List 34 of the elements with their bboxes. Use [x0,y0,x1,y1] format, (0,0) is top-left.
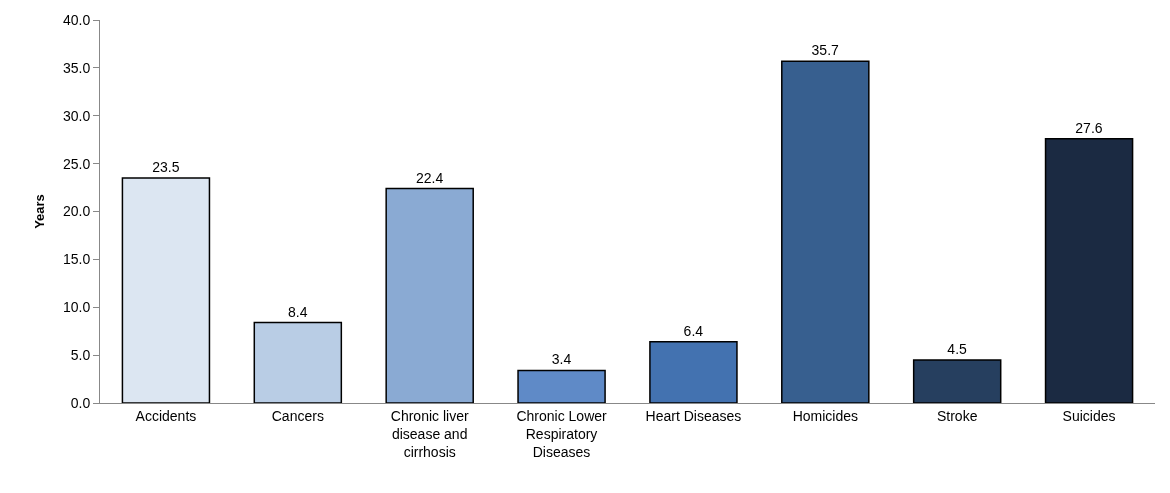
x-tick-label: Heart Diseases [645,407,742,424]
bar [517,369,606,403]
y-axis-title: Years [31,194,47,229]
y-tick-label: 15.0 [62,251,91,268]
x-tick-label: Accidents [135,407,197,424]
bar [121,177,211,403]
x-tick-label: Stroke [936,407,978,424]
bar [1044,137,1134,403]
data-label: 35.7 [811,42,840,59]
data-label: 6.4 [683,322,704,339]
x-tick-label: Chronic liver disease and cirrhosis [390,407,469,461]
y-tick-label: 30.0 [62,107,91,124]
y-tick-label: 40.0 [62,11,91,28]
x-tick-label: Suicides [1062,407,1116,424]
data-label: 23.5 [152,158,180,175]
data-label: 4.5 [947,340,968,357]
x-tick-label: Chronic Lower Respiratory Diseases [516,407,608,461]
y-tick-label: 35.0 [62,59,91,76]
bar [912,359,1002,403]
data-label: 22.4 [415,169,444,186]
bar [385,187,474,403]
bar [781,60,870,403]
y-tick-label: 0.0 [70,394,91,411]
y-tick-label: 20.0 [62,203,91,220]
data-label: 8.4 [287,303,308,320]
y-tick-label: 10.0 [62,299,91,316]
y-tick-label: 5.0 [70,347,91,364]
bar [253,321,343,403]
bar [649,340,738,403]
x-tick-label: Cancers [271,407,324,424]
data-label: 27.6 [1075,119,1103,136]
x-tick-label: Homicides [792,407,858,424]
data-label: 3.4 [551,351,572,368]
y-tick-label: 25.0 [62,155,91,172]
